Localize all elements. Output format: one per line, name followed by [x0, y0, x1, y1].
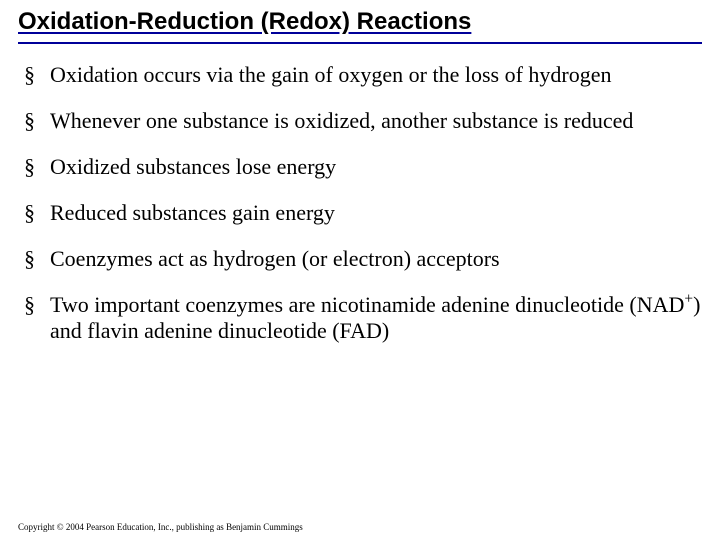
bullet-item: Two important coenzymes are nicotinamide…	[24, 292, 702, 344]
bullet-item: Oxidation occurs via the gain of oxygen …	[24, 62, 702, 88]
copyright-text: Copyright © 2004 Pearson Education, Inc.…	[18, 522, 303, 532]
bullet-item: Coenzymes act as hydrogen (or electron) …	[24, 246, 702, 272]
bullet-list: Oxidation occurs via the gain of oxygen …	[18, 62, 702, 344]
bullet-item: Whenever one substance is oxidized, anot…	[24, 108, 702, 134]
slide-title: Oxidation-Reduction (Redox) Reactions	[18, 8, 702, 44]
bullet-item: Oxidized substances lose energy	[24, 154, 702, 180]
bullet-item: Reduced substances gain energy	[24, 200, 702, 226]
